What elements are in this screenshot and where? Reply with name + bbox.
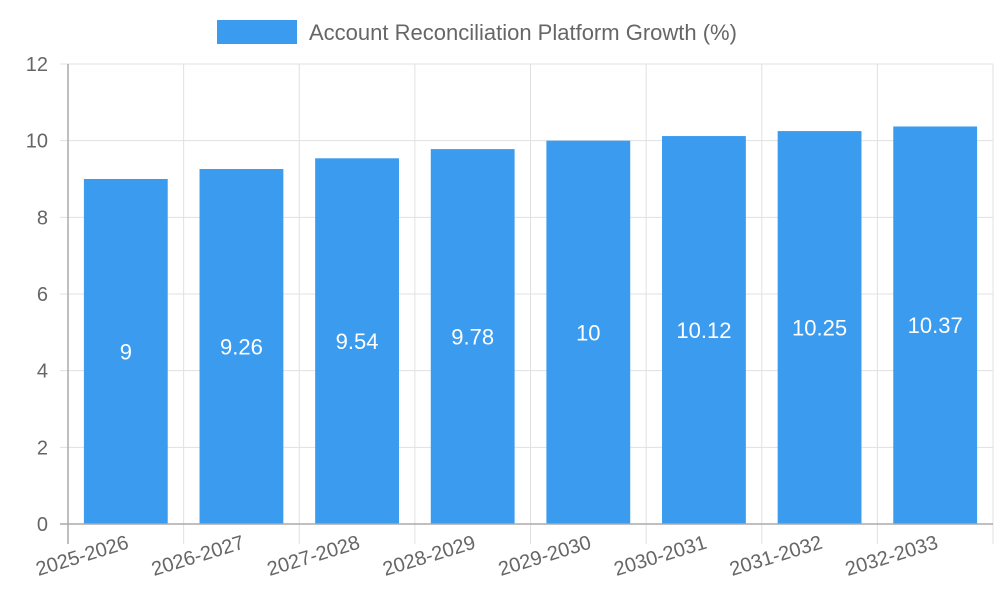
bars: 9 9.26 9.54 9.78 10 10.12 10.25 10.37 (83, 126, 978, 525)
axes (60, 64, 993, 544)
bar[interactable] (893, 126, 978, 524)
y-tick-label: 6 (37, 284, 48, 306)
y-tick-label: 12 (26, 54, 48, 76)
y-tick-label: 10 (26, 131, 48, 153)
bar-value-label: 10.12 (676, 318, 731, 343)
bar-value-label: 10.37 (908, 313, 963, 338)
x-tick-label: 2027-2028 (265, 532, 363, 581)
x-tick-label: 2025-2026 (33, 532, 131, 581)
x-tick-label: 2026-2027 (149, 532, 247, 581)
bar[interactable] (315, 158, 399, 525)
bar[interactable] (546, 140, 631, 524)
bar-value-label: 9.78 (451, 325, 494, 350)
x-tick-label: 2029-2030 (496, 532, 594, 581)
bar[interactable] (430, 149, 515, 524)
legend[interactable]: Account Reconciliation Platform Growth (… (217, 20, 737, 45)
y-tick-label: 4 (37, 361, 48, 383)
x-tick-label: 2031-2032 (727, 532, 825, 581)
bar-value-label: 10 (576, 320, 600, 345)
bar[interactable] (83, 179, 168, 524)
x-axis-ticks: 2025-2026 2026-2027 2027-2028 2028-2029 2029… (33, 532, 940, 581)
bar[interactable] (662, 136, 746, 525)
y-tick-label: 8 (37, 207, 48, 229)
bar[interactable] (199, 169, 284, 525)
x-tick-label: 2032-2033 (843, 532, 941, 581)
bar-value-label: 9.26 (220, 335, 263, 360)
y-tick-label: 2 (37, 437, 48, 459)
bar-value-label: 10.25 (792, 316, 847, 341)
x-tick-label: 2028-2029 (380, 532, 478, 581)
legend-label: Account Reconciliation Platform Growth (… (309, 20, 737, 45)
y-axis-ticks: 0 2 4 6 8 10 12 (26, 54, 48, 536)
bar-value-label: 9 (120, 340, 132, 365)
bar-value-label: 9.54 (336, 329, 379, 354)
x-tick-label: 2030-2031 (611, 532, 709, 581)
y-tick-label: 0 (37, 514, 48, 536)
legend-swatch (217, 20, 297, 44)
bar[interactable] (777, 131, 862, 525)
